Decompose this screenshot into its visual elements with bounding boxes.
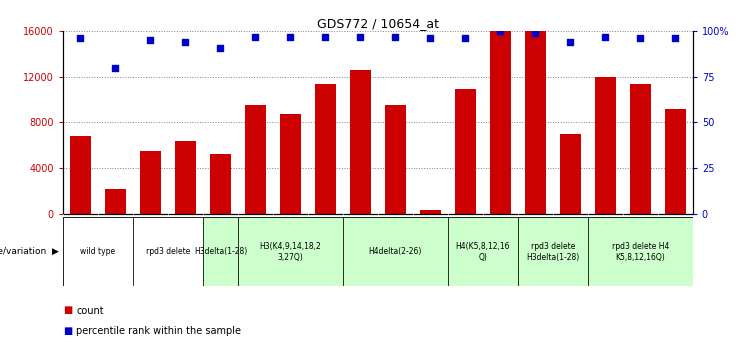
Point	[354, 34, 366, 39]
Bar	[595, 77, 616, 214]
Point	[319, 34, 331, 39]
Bar	[133, 217, 203, 286]
Point	[565, 39, 576, 45]
Bar	[140, 151, 161, 214]
Bar	[630, 83, 651, 214]
Point	[144, 37, 156, 43]
Bar	[343, 217, 448, 286]
Point	[529, 30, 541, 36]
Point	[494, 28, 506, 34]
Text: H3delta(1-28): H3delta(1-28)	[194, 247, 247, 256]
Text: GSM27848: GSM27848	[461, 216, 470, 262]
Text: GSM27839: GSM27839	[146, 216, 155, 262]
Text: GSM27850: GSM27850	[531, 216, 540, 262]
Bar	[280, 115, 301, 214]
Point	[669, 36, 681, 41]
Point	[425, 36, 436, 41]
Point	[390, 34, 402, 39]
Text: rpd3 delete
H3delta(1-28): rpd3 delete H3delta(1-28)	[526, 242, 579, 262]
Bar	[70, 136, 91, 214]
Point	[285, 34, 296, 39]
Point	[599, 34, 611, 39]
Text: GSM27852: GSM27852	[601, 216, 610, 262]
Bar	[455, 89, 476, 214]
Point	[459, 36, 471, 41]
Text: GSM27845: GSM27845	[356, 216, 365, 262]
Text: rpd3 delete: rpd3 delete	[146, 247, 190, 256]
Text: ■: ■	[63, 326, 72, 336]
Text: GSM27849: GSM27849	[496, 216, 505, 262]
Bar	[490, 31, 511, 214]
Point	[179, 39, 191, 45]
Bar	[665, 109, 686, 214]
Text: GSM27838: GSM27838	[111, 216, 120, 262]
Text: GSM27842: GSM27842	[251, 216, 260, 262]
Bar	[525, 31, 546, 214]
Text: GSM27843: GSM27843	[286, 216, 295, 262]
Bar	[560, 134, 581, 214]
Bar	[238, 217, 343, 286]
Point	[215, 45, 227, 50]
Text: GSM27840: GSM27840	[181, 216, 190, 262]
Text: GSM27844: GSM27844	[321, 216, 330, 262]
Bar	[588, 217, 693, 286]
Bar	[448, 217, 518, 286]
Text: GSM27853: GSM27853	[636, 216, 645, 262]
Text: GSM27837: GSM27837	[76, 216, 85, 262]
Text: rpd3 delete H4
K5,8,12,16Q): rpd3 delete H4 K5,8,12,16Q)	[611, 242, 669, 262]
Bar	[420, 210, 441, 214]
Bar	[210, 155, 231, 214]
Title: GDS772 / 10654_at: GDS772 / 10654_at	[317, 17, 439, 30]
Bar	[63, 217, 133, 286]
Point	[634, 36, 646, 41]
Text: H3(K4,9,14,18,2
3,27Q): H3(K4,9,14,18,2 3,27Q)	[259, 242, 322, 262]
Text: GSM27851: GSM27851	[566, 216, 575, 262]
Text: GSM27854: GSM27854	[671, 216, 679, 262]
Text: H4(K5,8,12,16
Q): H4(K5,8,12,16 Q)	[456, 242, 510, 262]
Text: ■: ■	[63, 306, 72, 315]
Bar	[203, 217, 238, 286]
Bar	[385, 105, 406, 214]
Text: GSM27847: GSM27847	[426, 216, 435, 262]
Bar	[245, 105, 266, 214]
Text: count: count	[76, 306, 104, 315]
Text: H4delta(2-26): H4delta(2-26)	[369, 247, 422, 256]
Text: percentile rank within the sample: percentile rank within the sample	[76, 326, 242, 336]
Text: GSM27846: GSM27846	[391, 216, 400, 262]
Text: wild type: wild type	[81, 247, 116, 256]
Point	[110, 65, 122, 70]
Bar	[350, 70, 371, 214]
Bar	[518, 217, 588, 286]
Bar	[315, 83, 336, 214]
Bar	[175, 141, 196, 214]
Point	[75, 36, 87, 41]
Text: GSM27841: GSM27841	[216, 216, 225, 262]
Point	[250, 34, 262, 39]
Bar	[105, 189, 126, 214]
Text: genotype/variation  ▶: genotype/variation ▶	[0, 247, 59, 256]
